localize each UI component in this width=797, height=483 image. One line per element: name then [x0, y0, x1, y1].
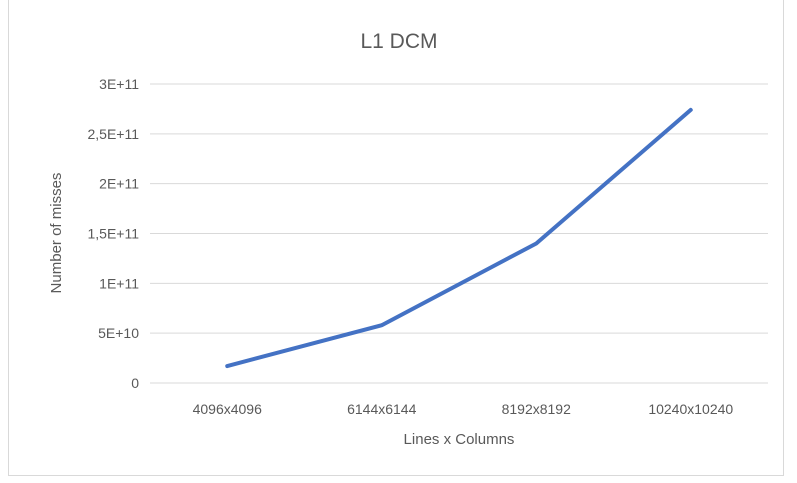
y-tick-label: 3E+11: [99, 76, 139, 92]
y-tick-label: 2E+11: [99, 176, 139, 192]
x-tick-label: 10240x10240: [648, 401, 733, 417]
y-axis-tick-labels: 0 5E+10 1E+11 1,5E+11 2E+11 2,5E+11 3E+11: [87, 76, 139, 391]
chart-area[interactable]: L1 DCM 0 5E+10 1E+11 1,5E+11 2E+11 2,5E+11 3E+…: [8, 0, 784, 476]
y-axis-title: Number of misses: [48, 173, 65, 294]
x-axis-tick-labels: 4096x4096 6144x6144 8192x8192 10240x10240: [193, 401, 734, 417]
y-tick-label: 5E+10: [98, 325, 139, 341]
series-line[interactable]: [225, 107, 693, 369]
y-tick-label: 0: [131, 375, 139, 391]
gridlines: [150, 83, 768, 384]
y-tick-label: 2,5E+11: [87, 126, 139, 142]
line-chart: L1 DCM 0 5E+10 1E+11 1,5E+11 2E+11 2,5E+11 3E+…: [48, 30, 768, 448]
chart-title: L1 DCM: [360, 30, 437, 53]
y-tick-label: 1,5E+11: [87, 226, 139, 242]
x-tick-label: 6144x6144: [347, 401, 417, 417]
x-axis-title: Lines x Columns: [404, 431, 515, 448]
x-tick-label: 4096x4096: [193, 401, 263, 417]
y-tick-label: 1E+11: [99, 275, 139, 291]
series-group: [225, 107, 693, 369]
x-tick-label: 8192x8192: [502, 401, 572, 417]
